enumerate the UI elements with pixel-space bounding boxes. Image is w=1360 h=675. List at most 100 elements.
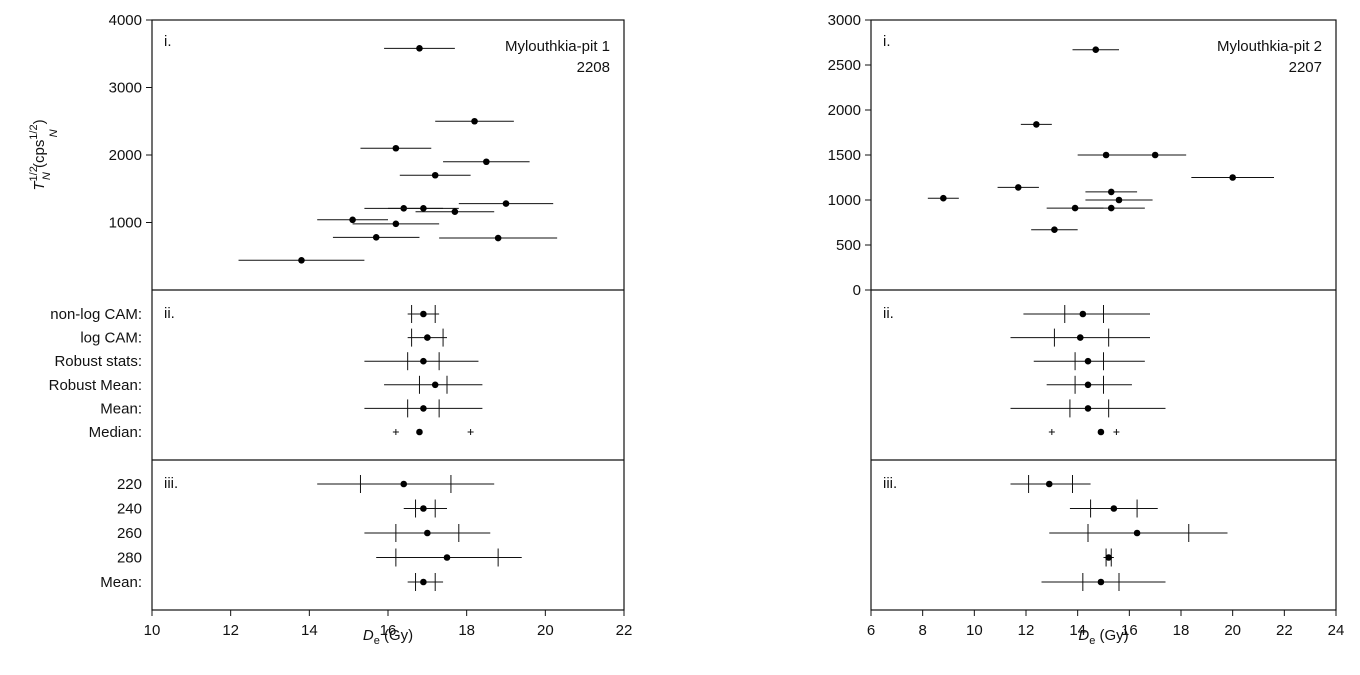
panel-label: ii. xyxy=(164,305,175,322)
data-point xyxy=(420,505,427,512)
panel-iii-row-label: 280 xyxy=(117,550,142,567)
data-point xyxy=(1110,505,1118,512)
x-axis-label: De (Gy) xyxy=(363,627,413,647)
x-tick-label: 20 xyxy=(537,622,554,639)
data-point xyxy=(1107,188,1115,196)
panel-ii-row-label: Robust stats: xyxy=(54,353,142,370)
data-point xyxy=(940,194,947,202)
y-axis-label: T1/2N (cps1/2)N xyxy=(28,119,60,190)
data-point xyxy=(1076,334,1084,341)
y-tick-label: 2000 xyxy=(109,147,142,164)
x-axis-label-sub: e xyxy=(1089,635,1095,647)
panel-ii-row-label: non-log CAM: xyxy=(50,306,142,323)
x-tick-label: 22 xyxy=(1276,622,1293,639)
data-point xyxy=(494,234,502,242)
panel-title: Mylouthkia-pit 1 xyxy=(505,38,610,55)
panel-label: iii. xyxy=(164,475,178,492)
x-axis-label-unit: (Gy) xyxy=(380,627,413,644)
y-axis-label-unit-end: ) xyxy=(31,119,48,124)
data-point xyxy=(1071,204,1079,212)
data-point xyxy=(1084,405,1092,412)
data-point xyxy=(420,405,427,412)
x-axis-label-main: D xyxy=(1078,627,1089,644)
panel-ii-row-label: Mean: xyxy=(100,400,142,417)
data-point xyxy=(443,554,451,561)
data-point xyxy=(400,480,408,488)
x-tick-label: 18 xyxy=(1173,622,1190,639)
x-axis-label-sub: e xyxy=(374,635,380,647)
y-tick-label: 2500 xyxy=(828,57,861,74)
data-point xyxy=(424,334,431,341)
x-axis-label-main: D xyxy=(363,627,374,644)
data-point xyxy=(1097,578,1105,586)
y-axis-label-sup: 1/2 xyxy=(28,166,40,181)
y-tick-label: 3000 xyxy=(109,80,142,97)
y-tick-label: 2000 xyxy=(828,102,861,119)
panel-iii-row-label: 260 xyxy=(117,525,142,542)
panel-label: i. xyxy=(164,33,172,50)
y-tick-label: 500 xyxy=(836,237,861,254)
data-point xyxy=(424,529,431,537)
y-axis-label-main: T xyxy=(31,180,48,191)
panel-iii-row-label: 240 xyxy=(117,501,142,518)
data-point xyxy=(1102,151,1110,159)
data-point xyxy=(392,144,400,152)
panel-ii-row-label: Median: xyxy=(89,424,142,441)
data-point xyxy=(1107,204,1115,212)
data-point xyxy=(1051,226,1058,233)
data-point xyxy=(416,45,423,52)
data-point xyxy=(372,234,380,241)
data-point xyxy=(1092,46,1100,53)
data-point xyxy=(420,357,427,365)
data-point xyxy=(420,205,427,212)
data-point xyxy=(502,200,510,207)
data-point xyxy=(420,578,427,586)
y-tick-label: 1500 xyxy=(828,147,861,164)
data-point xyxy=(1079,310,1087,318)
data-point xyxy=(1084,357,1092,365)
x-tick-label: 24 xyxy=(1328,622,1345,639)
x-tick-label: 10 xyxy=(144,622,161,639)
x-tick-label: 14 xyxy=(301,622,318,639)
x-tick-label: 12 xyxy=(1018,622,1035,639)
x-tick-label: 20 xyxy=(1224,622,1241,639)
data-point xyxy=(1097,428,1105,436)
y-axis-label-sub: N xyxy=(41,172,53,180)
x-tick-label: 16 xyxy=(380,622,397,639)
chart-left: 10 12 14 16 18 20 22 De (Gy) 1000 2000 3000 4000 i. M… xyxy=(28,12,632,647)
data-point xyxy=(451,208,459,215)
data-point xyxy=(1045,480,1053,488)
y-axis-label-sub2: N xyxy=(48,129,60,137)
x-tick-label: 18 xyxy=(458,622,475,639)
x-axis-label-unit: (Gy) xyxy=(1095,627,1128,644)
plot-frame xyxy=(870,19,1337,611)
y-tick-label: 0 xyxy=(853,282,861,299)
panel-label: i. xyxy=(883,33,891,50)
y-tick-label: 1000 xyxy=(828,192,861,209)
data-point xyxy=(1115,196,1123,204)
data-point xyxy=(416,428,423,436)
y-tick-label: 1000 xyxy=(109,215,142,232)
x-tick-label: 16 xyxy=(1121,622,1138,639)
y-tick-label: 4000 xyxy=(109,12,142,29)
x-tick-label: 6 xyxy=(867,622,875,639)
x-axis-label: De (Gy) xyxy=(1078,627,1128,647)
data-point xyxy=(349,216,356,224)
panel-ii-row-label: Robust Mean: xyxy=(49,377,142,394)
panel-iii-row-label: Mean: xyxy=(100,574,142,591)
x-tick-label: 14 xyxy=(1069,622,1086,639)
data-point xyxy=(1151,151,1159,159)
panel-label: iii. xyxy=(883,475,897,492)
data-point xyxy=(431,381,439,389)
data-point xyxy=(298,257,305,264)
data-point xyxy=(420,310,427,318)
data-point xyxy=(431,171,439,179)
panel-iii-row-label: 220 xyxy=(117,476,142,493)
x-tick-label: 10 xyxy=(966,622,983,639)
panel-label: ii. xyxy=(883,305,894,322)
chart-right: 6 8 10 12 14 16 18 20 22 24 De (Gy) 0 500 1000 1500 200… xyxy=(828,12,1345,647)
x-tick-label: 22 xyxy=(616,622,633,639)
panel-subtitle: 2208 xyxy=(577,59,610,76)
panel-ii-row-label: log CAM: xyxy=(80,330,142,347)
